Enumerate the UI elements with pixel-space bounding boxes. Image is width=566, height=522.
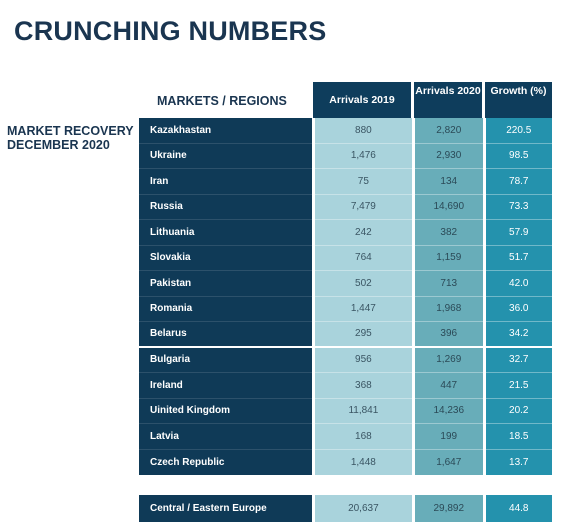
row-name: Uinited Kingdom <box>139 399 312 424</box>
row-name: Lithuania <box>139 220 312 246</box>
row-name: Ireland <box>139 373 312 399</box>
row-name: Pakistan <box>139 271 312 297</box>
table-header: MARKETS / REGIONS Arrivals 2019 Arrivals… <box>139 82 552 118</box>
row-name: Kazakhastan <box>139 118 312 144</box>
total-arrivals-2020: 29,892 <box>433 503 465 514</box>
row-growth: 20.2 <box>485 399 552 424</box>
row-arrivals-2019: 1,448 <box>350 456 376 468</box>
row-growth: 13.7 <box>509 456 529 468</box>
total-growth: 44.8 <box>509 503 529 514</box>
row-growth: 98.5 <box>485 144 552 169</box>
row-arrivals-2019: 11,841 <box>314 399 412 424</box>
row-name: Ukraine <box>139 144 312 169</box>
row-arrivals-2020: 2,930 <box>415 144 483 169</box>
row-name: Latvia <box>139 424 312 450</box>
row-arrivals-2019: 368 <box>314 373 412 399</box>
row-arrivals-2019: 242 <box>314 220 412 246</box>
row-name: Russia <box>139 195 312 220</box>
row-growth: 57.9 <box>485 220 552 246</box>
row-growth: 78.7 <box>485 169 552 195</box>
table-body: Kazakhastan Ukraine Iran Russia Lithuania Slo… <box>139 118 552 475</box>
row-growth: 51.7 <box>485 246 552 271</box>
row-arrivals-2019: 75 <box>314 169 412 195</box>
row-arrivals-2019: 956 <box>314 348 412 373</box>
row-growth: 36.0 <box>485 297 552 322</box>
row-arrivals-2020: 1,968 <box>415 297 483 322</box>
row-growth: 34.2 <box>485 322 552 348</box>
row-arrivals-2020: 14,690 <box>415 195 483 220</box>
header-arrivals-2020: Arrivals 2020 <box>414 82 482 118</box>
column-market: Kazakhastan Ukraine Iran Russia Lithuania Slo… <box>139 118 312 475</box>
total-row: Central / Eastern Europe 20,637 29,892 4… <box>139 495 552 522</box>
row-arrivals-2019: 502 <box>314 271 412 297</box>
row-arrivals-2019: 295 <box>314 322 412 348</box>
header-arrivals-2019: Arrivals 2019 <box>313 82 411 118</box>
row-arrivals-2020: 134 <box>415 169 483 195</box>
row-growth: 220.5 <box>485 118 552 144</box>
row-arrivals-2020: 382 <box>415 220 483 246</box>
row-growth: 21.5 <box>485 373 552 399</box>
header-region: MARKETS / REGIONS <box>157 94 287 108</box>
row-name: Bulgaria <box>139 348 312 373</box>
row-name: Romania <box>139 297 312 322</box>
row-arrivals-2020: 713 <box>415 271 483 297</box>
row-arrivals-2019: 764 <box>314 246 412 271</box>
page-title: CRUNCHING NUMBERS <box>14 16 327 46</box>
row-arrivals-2020: 396 <box>415 322 483 348</box>
row-arrivals-2019: 1,476 <box>314 144 412 169</box>
row-growth: 18.5 <box>485 424 552 450</box>
row-arrivals-2020: 1,647 <box>436 456 462 468</box>
row-arrivals-2020: 447 <box>415 373 483 399</box>
row-arrivals-2020: 199 <box>415 424 483 450</box>
header-growth: Growth (%) <box>485 82 552 118</box>
total-arrivals-2019: 20,637 <box>348 503 379 514</box>
row-name: Czech Republic <box>150 456 225 468</box>
column-arrivals-2020: 2,820 2,930 134 14,690 382 1,159 713 1,968 396 1,… <box>415 118 483 475</box>
row-arrivals-2019: 880 <box>314 118 412 144</box>
row-arrivals-2019: 1,447 <box>314 297 412 322</box>
total-name: Central / Eastern Europe <box>150 503 267 514</box>
row-arrivals-2020: 2,820 <box>415 118 483 144</box>
row-arrivals-2019: 7,479 <box>314 195 412 220</box>
row-name: Belarus <box>139 322 312 348</box>
market-table: MARKETS / REGIONS Arrivals 2019 Arrivals… <box>139 82 552 522</box>
row-name: Slovakia <box>139 246 312 271</box>
row-arrivals-2020: 1,269 <box>415 348 483 373</box>
row-arrivals-2019: 168 <box>314 424 412 450</box>
side-label: MARKET RECOVERY DECEMBER 2020 <box>7 124 134 152</box>
row-growth: 32.7 <box>485 348 552 373</box>
row-arrivals-2020: 1,159 <box>415 246 483 271</box>
column-growth: 220.5 98.5 78.7 73.3 57.9 51.7 42.0 36.0 34.2 32.… <box>485 118 552 475</box>
column-arrivals-2019: 880 1,476 75 7,479 242 764 502 1,447 295 956 368 11… <box>314 118 412 475</box>
row-growth: 42.0 <box>485 271 552 297</box>
row-name: Iran <box>139 169 312 195</box>
row-arrivals-2020: 14,236 <box>415 399 483 424</box>
row-growth: 73.3 <box>485 195 552 220</box>
